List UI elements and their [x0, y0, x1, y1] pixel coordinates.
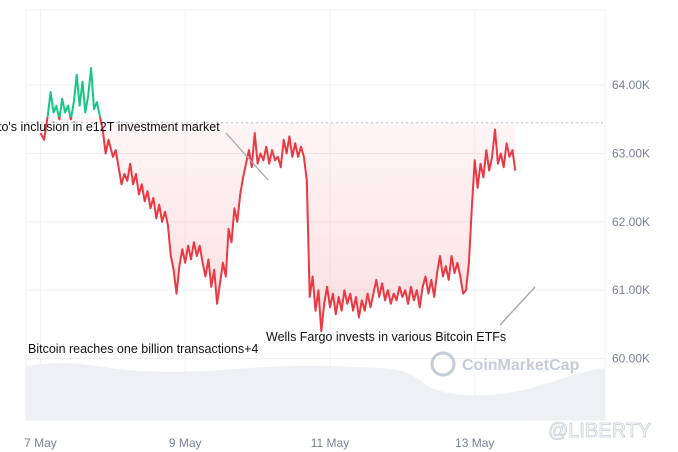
- x-tick-label: 11 May: [311, 436, 349, 450]
- liberty-watermark: @LIBERTY: [523, 419, 652, 442]
- annotation-billion-tx-text: Bitcoin reaches one billion transactions…: [28, 342, 258, 356]
- annotation-wells-fargo-leader: [499, 286, 536, 326]
- volume-area: [26, 363, 605, 420]
- coinmarketcap-logo-icon: [430, 351, 456, 377]
- annotation-inclusion-text: to's inclusion in e12T investment market: [0, 120, 220, 134]
- below-reference-fill: [40, 117, 516, 332]
- coinmarketcap-watermark-text: CoinMarketCap: [462, 357, 580, 374]
- annotation-wells-fargo-text: Wells Fargo invests in various Bitcoin E…: [266, 330, 506, 344]
- annotation-billion-tx: Bitcoin reaches one billion transactions…: [28, 342, 258, 356]
- annotation-inclusion: to's inclusion in e12T investment market: [0, 120, 269, 181]
- y-tick-label: 62.00K: [612, 215, 650, 229]
- liberty-watermark-text: @LIBERTY: [548, 420, 651, 442]
- x-tick-label: 7 May: [24, 436, 57, 450]
- y-tick-label: 63.00K: [612, 147, 650, 161]
- coinmarketcap-watermark: CoinMarketCap: [430, 351, 580, 377]
- price-line-below: [39, 117, 517, 333]
- y-tick-label: 61.00K: [612, 283, 650, 297]
- x-tick-label: 9 May: [169, 436, 202, 450]
- y-axis: 60.00K 61.00K 62.00K 63.00K 64.00K: [612, 78, 650, 365]
- x-tick-label: 13 May: [455, 436, 494, 450]
- y-tick-label: 60.00K: [612, 352, 650, 366]
- liberty-logo-icon: [523, 419, 543, 439]
- y-tick-label: 64.00K: [612, 78, 650, 92]
- annotation-wells-fargo: Wells Fargo invests in various Bitcoin E…: [266, 286, 536, 344]
- annotation-inclusion-leader: [225, 132, 269, 181]
- x-axis: 7 May 9 May 11 May 13 May: [24, 436, 494, 450]
